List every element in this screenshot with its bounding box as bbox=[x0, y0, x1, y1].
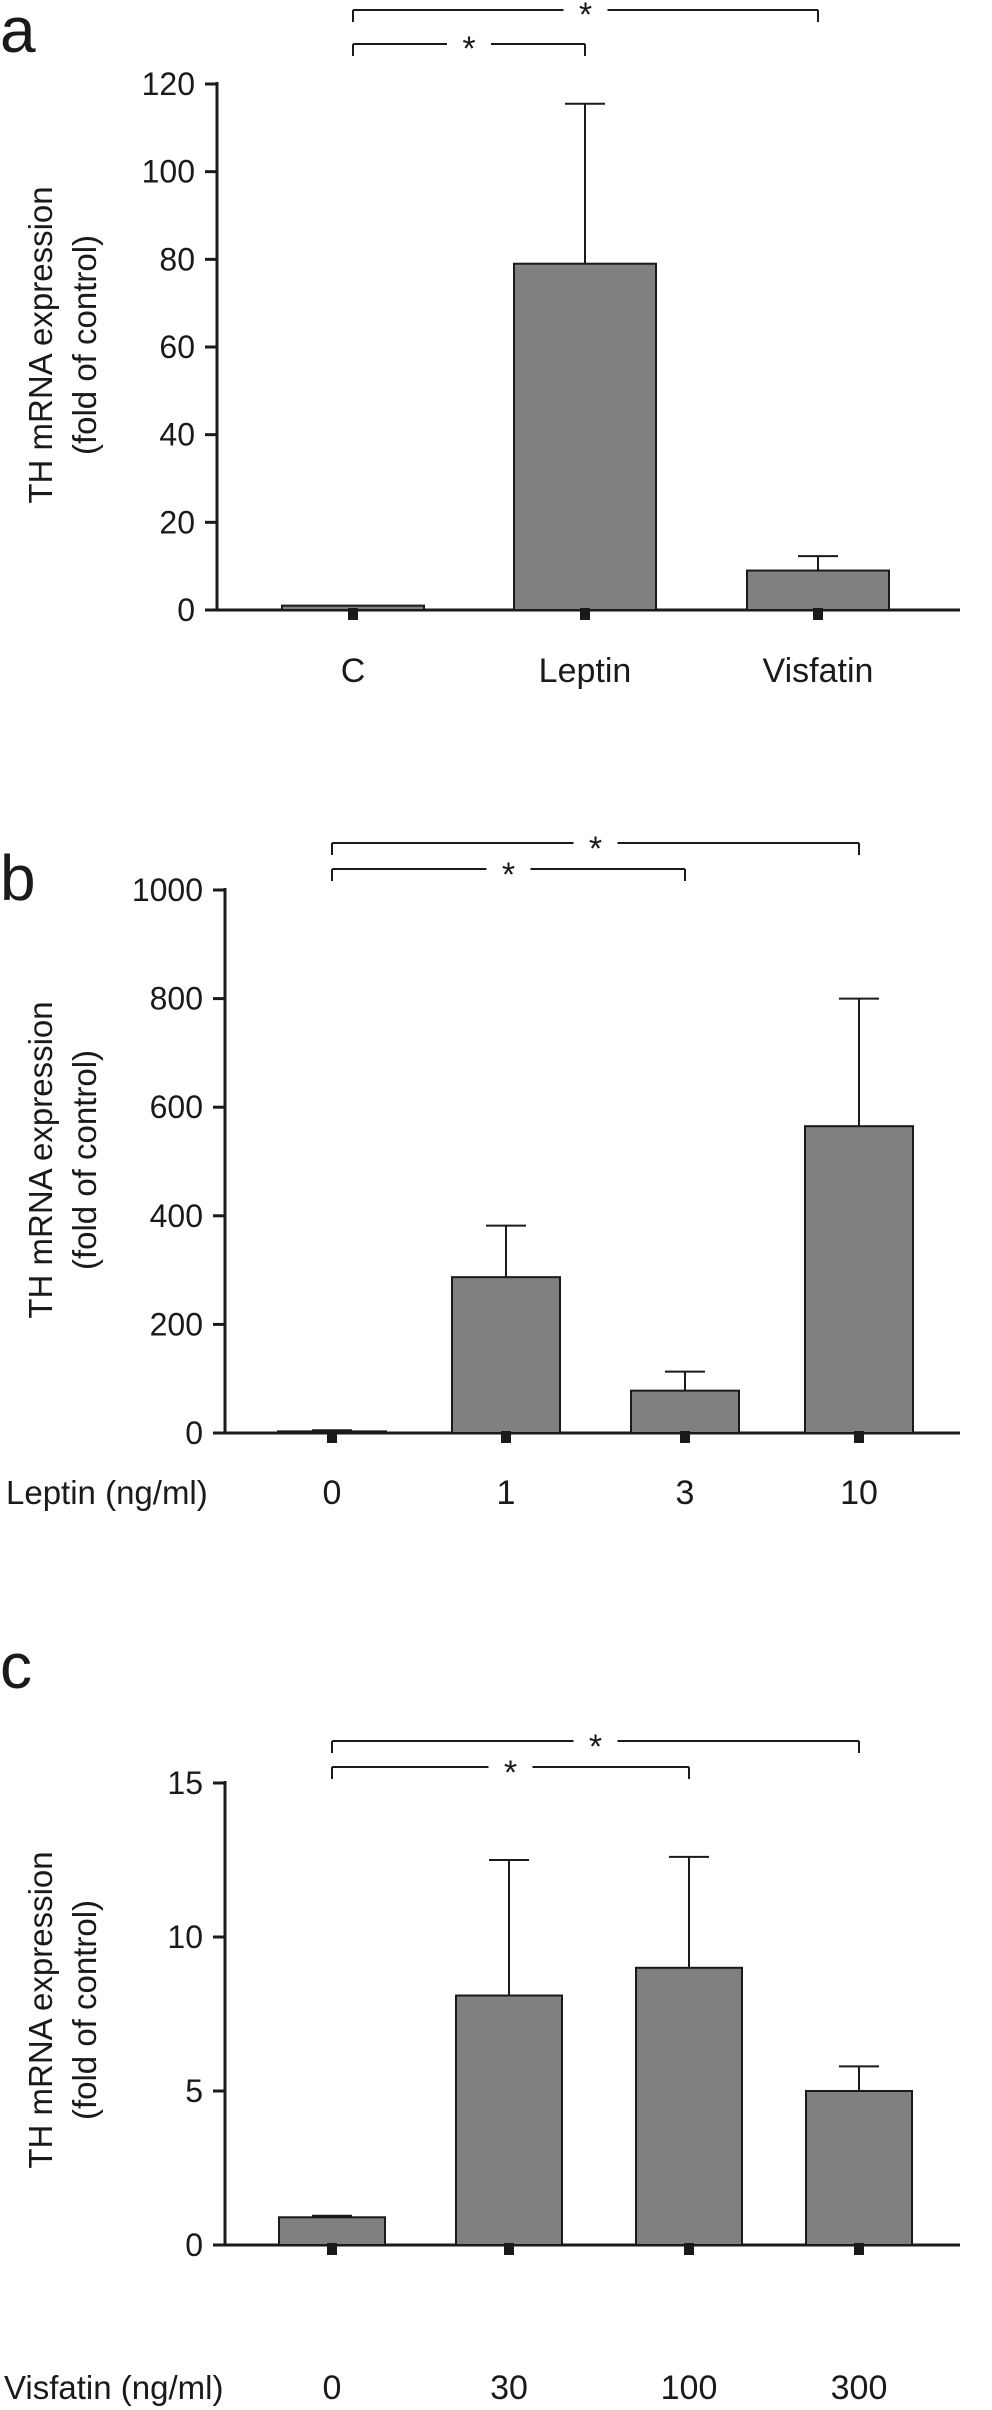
x-tick bbox=[504, 2243, 514, 2255]
bar bbox=[804, 1125, 914, 1434]
bar bbox=[746, 569, 890, 611]
y-axis-title: TH mRNA expression (fold of control) bbox=[22, 1001, 103, 1318]
panel-letter: b bbox=[0, 842, 36, 914]
chart-panel-c: c TH mRNA expression (fold of control) 0 5 10… bbox=[0, 1630, 960, 2407]
x-tick bbox=[680, 1431, 690, 1443]
bar bbox=[278, 2216, 386, 2247]
x-tick-label: 10 bbox=[840, 1474, 878, 1512]
x-tick-label: Visfatin bbox=[763, 652, 874, 690]
x-tick bbox=[327, 2243, 337, 2255]
y-tick-label: 60 bbox=[159, 329, 195, 365]
y-tick-label: 20 bbox=[159, 504, 195, 540]
significance-star: * bbox=[502, 856, 515, 894]
x-tick bbox=[348, 608, 358, 620]
chart-panel-b: b TH mRNA expression (fold of control) 0 200… bbox=[0, 830, 960, 1512]
x-tick bbox=[854, 2243, 864, 2255]
bar bbox=[455, 1994, 563, 2247]
significance-star: * bbox=[504, 1754, 517, 1792]
significance-star: * bbox=[579, 0, 592, 34]
y-tick-label: 400 bbox=[150, 1198, 203, 1234]
x-tick-label: 3 bbox=[676, 1474, 695, 1512]
significance-star: * bbox=[589, 1728, 602, 1766]
x-tick bbox=[813, 608, 823, 620]
x-tick bbox=[327, 1431, 337, 1443]
y-tick-label: 0 bbox=[185, 1415, 203, 1451]
y-tick-label: 15 bbox=[167, 1765, 203, 1801]
y-tick-label: 80 bbox=[159, 241, 195, 277]
significance-star: * bbox=[589, 830, 602, 868]
y-tick-label: 1000 bbox=[132, 872, 203, 908]
y-tick-label: 5 bbox=[185, 2073, 203, 2109]
x-tick bbox=[684, 2243, 694, 2255]
x-tick bbox=[580, 608, 590, 620]
y-tick-label: 200 bbox=[150, 1306, 203, 1342]
y-axis-title-line: (fold of control) bbox=[66, 1050, 103, 1270]
bar bbox=[630, 1389, 740, 1434]
y-tick-label: 0 bbox=[185, 2227, 203, 2263]
chart-panel-a: a TH mRNA expression (fold of control) 0 20 4… bbox=[0, 0, 960, 690]
bar bbox=[451, 1276, 561, 1435]
y-tick-label: 40 bbox=[159, 417, 195, 453]
y-tick-label: 0 bbox=[177, 592, 195, 628]
panel-letter: a bbox=[0, 0, 36, 66]
x-tick-label: Leptin bbox=[539, 652, 632, 690]
panel-letter: c bbox=[0, 1630, 32, 1702]
bar bbox=[513, 262, 657, 611]
y-axis-title-line: TH mRNA expression bbox=[22, 186, 59, 503]
x-tick-label: 100 bbox=[661, 2369, 718, 2407]
x-tick-label: 1 bbox=[497, 1474, 516, 1512]
y-tick-label: 120 bbox=[142, 66, 195, 102]
y-tick-label: 100 bbox=[142, 154, 195, 190]
y-axis-title: TH mRNA expression (fold of control) bbox=[22, 186, 103, 503]
x-axis-title: Visfatin (ng/ml) bbox=[4, 2369, 223, 2406]
y-tick-label: 10 bbox=[167, 1919, 203, 1955]
y-tick-label: 600 bbox=[150, 1089, 203, 1125]
x-tick bbox=[501, 1431, 511, 1443]
bar bbox=[805, 2090, 913, 2246]
x-tick-label: 0 bbox=[323, 1474, 342, 1512]
y-axis-title-line: (fold of control) bbox=[66, 235, 103, 455]
x-tick-label: 0 bbox=[323, 2369, 342, 2407]
x-tick-label: C bbox=[341, 652, 366, 690]
y-axis-title: TH mRNA expression (fold of control) bbox=[22, 1851, 103, 2168]
x-axis-title: Leptin (ng/ml) bbox=[6, 1474, 208, 1511]
x-tick-label: 300 bbox=[831, 2369, 888, 2407]
bar bbox=[635, 1966, 743, 2247]
x-tick-label: 30 bbox=[490, 2369, 528, 2407]
y-axis-title-line: TH mRNA expression bbox=[22, 1851, 59, 2168]
y-axis-title-line: (fold of control) bbox=[66, 1900, 103, 2120]
x-tick bbox=[854, 1431, 864, 1443]
significance-star: * bbox=[462, 30, 475, 68]
y-axis-title-line: TH mRNA expression bbox=[22, 1001, 59, 1318]
y-tick-label: 800 bbox=[150, 981, 203, 1017]
